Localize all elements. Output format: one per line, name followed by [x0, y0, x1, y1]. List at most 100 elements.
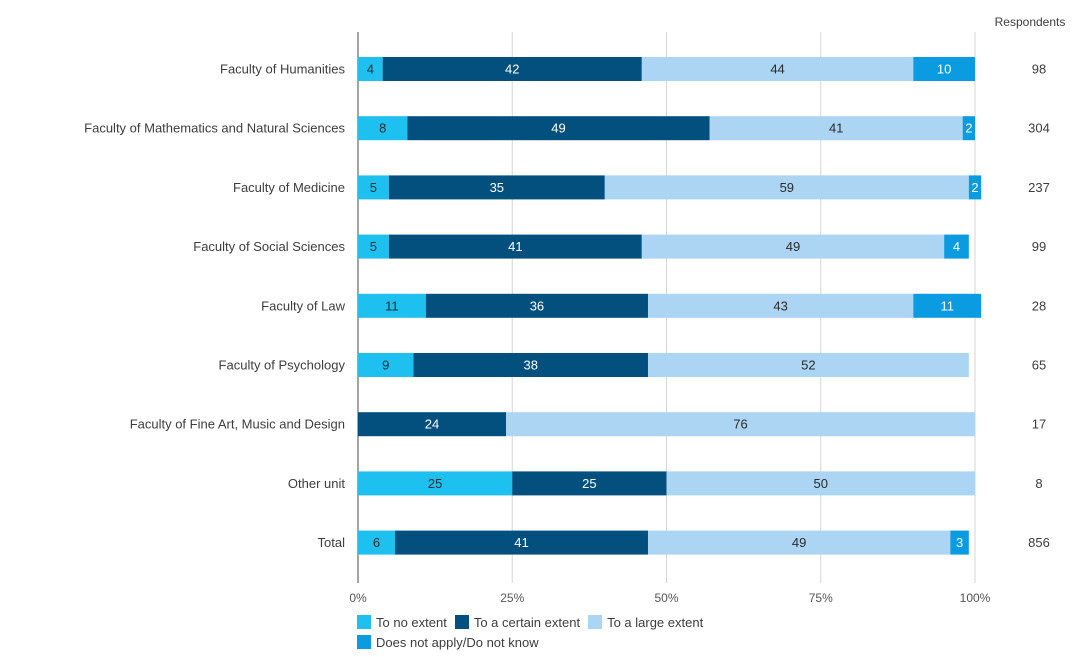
data-label: 49: [551, 121, 565, 136]
data-label: 8: [379, 121, 386, 136]
category-label: Faculty of Humanities: [220, 62, 345, 77]
data-label: 5: [370, 239, 377, 254]
bar-segment: [962, 116, 975, 141]
category-label: Faculty of Social Sciences: [193, 239, 345, 254]
bar-segment: [968, 175, 982, 200]
data-label: 25: [428, 476, 442, 491]
bar-segment: [358, 234, 389, 259]
bar-segment: [395, 530, 648, 555]
legend: To no extent To a certain extent To a larg…: [357, 612, 877, 652]
data-label: 59: [780, 180, 794, 195]
bar-segment: [604, 175, 969, 200]
data-label: 38: [524, 358, 538, 373]
data-label: 2: [971, 180, 978, 195]
data-label: 36: [530, 298, 544, 313]
legend-swatch: [357, 615, 371, 629]
bar-segment: [388, 234, 642, 259]
data-label: 2: [965, 121, 972, 136]
data-label: 10: [937, 62, 951, 77]
category-label: Other unit: [288, 476, 345, 491]
bar-segment: [666, 471, 975, 496]
x-tick-label: 100%: [960, 591, 991, 605]
bar-segment: [913, 57, 975, 81]
category-label: Faculty of Psychology: [219, 358, 346, 373]
data-label: 76: [733, 417, 747, 432]
data-label: 41: [508, 239, 522, 254]
bar-segment: [358, 530, 396, 555]
legend-swatch: [357, 635, 371, 649]
bar-segment: [358, 412, 507, 437]
data-label: 4: [367, 62, 374, 77]
respondents-count: 98: [1032, 62, 1046, 77]
respondents-count: 99: [1032, 239, 1046, 254]
legend-item: Does not apply/Do not know: [357, 632, 539, 652]
bars-layer: [358, 57, 982, 555]
category-label: Faculty of Law: [261, 298, 345, 313]
bar-segment: [913, 293, 982, 318]
bar-segment: [358, 116, 408, 141]
category-label: Faculty of Fine Art, Music and Design: [130, 417, 345, 432]
bar-segment: [407, 116, 710, 141]
legend-swatch: [588, 615, 603, 629]
bar-segment: [506, 412, 975, 437]
x-tick-label: 75%: [809, 591, 833, 605]
bar-segment: [709, 116, 963, 141]
data-label: 44: [770, 62, 784, 77]
data-label: 6: [373, 535, 380, 550]
data-label: 41: [514, 535, 528, 550]
bar-segment: [641, 234, 945, 259]
bar-segment: [944, 234, 969, 259]
bar-segment: [358, 471, 513, 496]
legend-label: To a certain extent: [473, 614, 581, 630]
bar-segment: [382, 57, 642, 81]
data-label: 41: [829, 121, 843, 136]
legend-swatch: [454, 615, 469, 629]
respondents-count: 856: [1028, 535, 1050, 550]
bar-segment: [388, 175, 605, 200]
legend-label: To a large extent: [607, 614, 704, 630]
bar-segment: [425, 293, 648, 318]
respondents-count: 28: [1032, 298, 1046, 313]
bar-segment: [358, 57, 383, 81]
respondents-header: Respondents: [995, 15, 1066, 29]
bar-segment: [647, 530, 951, 555]
bar-segment: [413, 353, 648, 377]
data-label: 35: [490, 180, 504, 195]
respondents-count: 237: [1028, 180, 1050, 195]
legend-item: To no extent: [357, 612, 447, 632]
legend-label: To no extent: [376, 614, 447, 630]
bar-segment: [641, 57, 914, 81]
respondents-count: 304: [1028, 121, 1050, 136]
data-label: 49: [792, 535, 806, 550]
data-label: 5: [370, 180, 377, 195]
data-label: 11: [940, 298, 954, 313]
bar-segment: [950, 530, 969, 555]
legend-item: To a large extent: [588, 612, 703, 632]
legend-label: Does not apply/Do not know: [376, 634, 539, 650]
data-label: 50: [814, 476, 828, 491]
category-label: Total: [318, 535, 346, 550]
data-label: 9: [382, 358, 389, 373]
data-label: 3: [956, 535, 963, 550]
category-label: Faculty of Medicine: [233, 180, 345, 195]
data-label: 11: [385, 298, 399, 313]
data-label: 25: [582, 476, 596, 491]
category-label: Faculty of Mathematics and Natural Scien…: [84, 121, 345, 136]
bar-segment: [358, 353, 414, 377]
data-label: 49: [786, 239, 800, 254]
respondents-count: 65: [1032, 358, 1046, 373]
legend-item: To a certain extent: [454, 612, 581, 632]
data-label: 42: [505, 62, 519, 77]
bar-segment: [647, 353, 969, 377]
data-label: 52: [801, 358, 815, 373]
data-label: 43: [773, 298, 787, 313]
data-label: 4: [953, 239, 960, 254]
bar-segment: [512, 471, 667, 496]
data-label: 24: [425, 417, 439, 432]
respondents-count: 8: [1035, 476, 1042, 491]
x-tick-label: 25%: [500, 591, 524, 605]
respondents-count: 17: [1032, 417, 1046, 432]
x-tick-label: 50%: [654, 591, 678, 605]
